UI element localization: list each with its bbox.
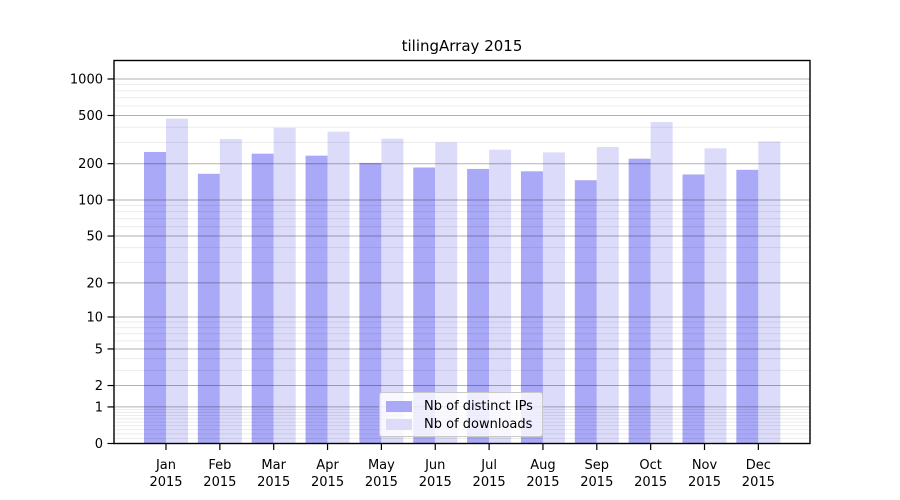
chart-title: tilingArray 2015 [401,37,523,55]
x-tick-label-year: 2015 [311,475,344,490]
x-tick-label-year: 2015 [149,475,182,490]
x-tick-label-month: Aug [530,458,555,473]
legend-row-downloads: Nb of downloads [386,415,542,433]
bar-downloads-jul [489,149,512,444]
bar-distinct-ips-feb [197,173,220,444]
legend-swatch-downloads [386,418,412,430]
bar-downloads-mar [273,127,296,444]
y-tick-label: 20 [86,276,103,291]
x-tick-label-year: 2015 [257,475,290,490]
bar-downloads-feb [219,138,242,444]
bar-distinct-ips-jun [413,167,436,444]
bar-distinct-ips-aug [520,171,543,444]
bar-downloads-nov [704,148,727,444]
y-tick-label: 10 [86,310,103,325]
bar-distinct-ips-dec [736,169,759,444]
x-tick-label-month: Oct [639,458,661,473]
x-tick-label-year: 2015 [742,475,775,490]
y-tick-label: 2 [95,379,103,394]
x-tick-label-month: Jun [424,458,445,473]
x-tick-label-month: Feb [208,458,231,473]
bar-distinct-ips-oct [628,158,651,444]
x-tick-label-month: Dec [746,458,771,473]
plot-border [113,59,811,445]
bar-downloads-aug [542,152,565,444]
gridlines-layer [114,78,810,439]
x-tick-label-year: 2015 [365,475,398,490]
y-tick-label: 1000 [70,72,103,87]
bar-distinct-ips-jan [144,151,166,444]
x-tick-label-month: Apr [316,458,339,473]
legend-label-distinct-ips: Nb of distinct IPs [424,398,533,414]
x-tick-label-year: 2015 [688,475,721,490]
legend: Nb of distinct IPs Nb of downloads [379,392,543,437]
y-tick-label: 1 [95,400,103,415]
bar-distinct-ips-nov [682,174,705,444]
bar-downloads-dec [758,141,781,444]
bar-downloads-oct [650,121,673,444]
bars-layer [144,118,781,444]
bar-downloads-sep [596,146,619,444]
bar-distinct-ips-mar [251,153,274,444]
y-tick-label: 500 [78,109,103,124]
bar-distinct-ips-jul [467,168,490,444]
x-tick-label-year: 2015 [203,475,236,490]
bar-distinct-ips-sep [574,180,597,444]
y-tick-label: 100 [78,194,103,209]
x-tick-label-year: 2015 [580,475,613,490]
x-tick-label-month: Jul [480,458,497,473]
y-tick-label: 200 [78,157,103,172]
bar-downloads-apr [327,131,350,444]
x-tick-label-month: Jan [155,458,176,473]
legend-swatch-distinct-ips [386,400,412,412]
y-tick-label: 0 [95,437,103,452]
legend-label-downloads: Nb of downloads [424,416,533,432]
x-tick-label-month: Mar [261,458,286,473]
x-tick-label-month: Sep [585,458,610,473]
x-tick-label-month: Nov [692,458,718,473]
bar-downloads-jun [435,142,458,444]
bar-downloads-may [381,138,404,444]
y-tick-label: 50 [86,230,103,245]
x-tick-label-year: 2015 [634,475,667,490]
legend-row-distinct-ips: Nb of distinct IPs [386,397,542,415]
x-tick-label-year: 2015 [419,475,452,490]
x-tick-label-year: 2015 [473,475,506,490]
bar-distinct-ips-may [359,162,382,444]
x-tick-label-month: May [368,458,395,473]
axes-layer: 0 1 2 5 10 20 50 100 200 500 1000 Jan 2015 Feb 2015 Mar… [70,59,811,490]
x-tick-label-year: 2015 [526,475,559,490]
bar-distinct-ips-apr [305,155,328,444]
y-tick-label: 5 [95,342,103,357]
bar-downloads-jan [166,118,188,444]
